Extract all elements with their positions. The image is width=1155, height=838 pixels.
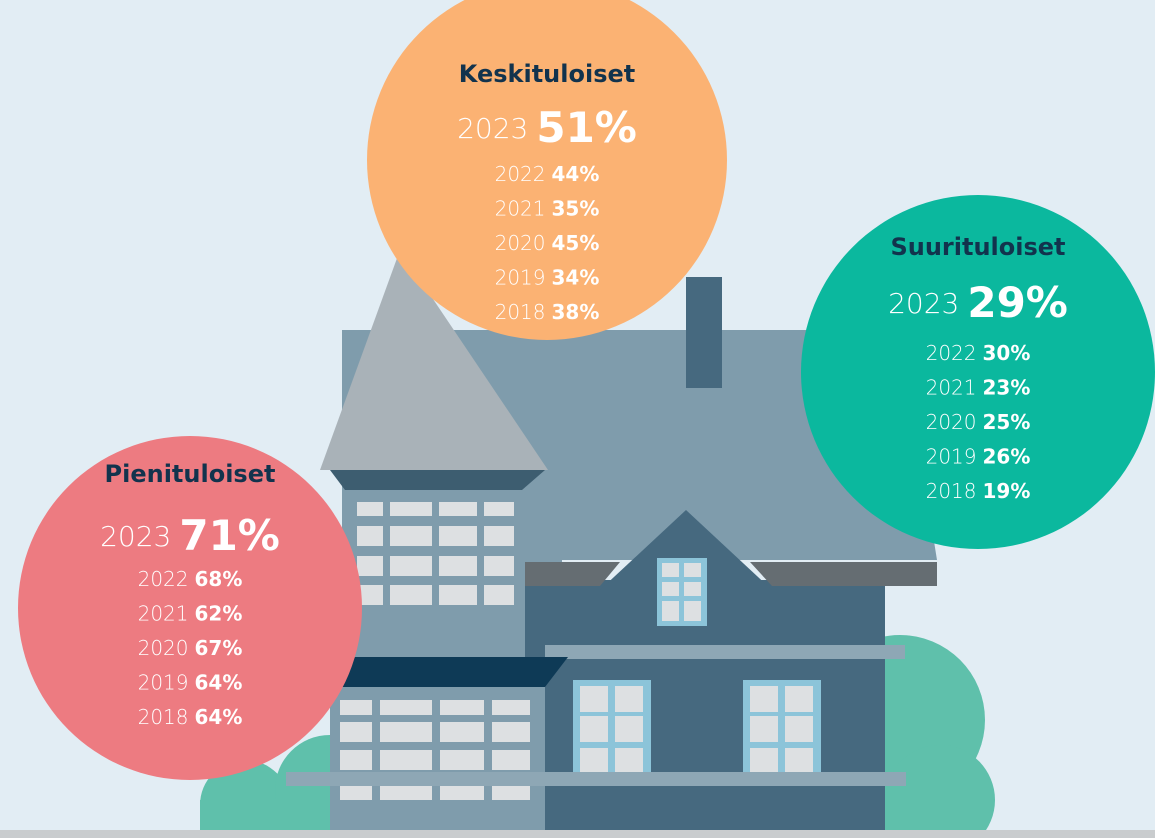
year-row: 2019 34% [495,265,600,289]
percentage: 38% [552,300,600,324]
percentage: 51% [536,103,637,152]
group-circle [18,436,362,780]
current-year-row: 2023 71% [100,511,280,560]
year: 2022 [495,162,546,186]
group-title: Keskituloiset [459,60,635,88]
year-row: 2019 64% [138,670,243,694]
percentage: 34% [552,265,600,289]
percentage: 44% [552,162,600,186]
percentage: 25% [983,410,1031,434]
year: 2022 [926,341,977,365]
year: 2021 [495,196,546,220]
year: 2021 [926,375,977,399]
year: 2020 [138,636,189,660]
percentage: 45% [552,231,600,255]
year: 2023 [100,520,171,553]
percentage: 64% [195,705,243,729]
year: 2019 [138,670,189,694]
year-row: 2020 45% [495,231,600,255]
year-row: 2018 38% [495,300,600,324]
percentage: 19% [983,479,1031,503]
year-row: 2020 67% [138,636,243,660]
group-circle [801,195,1155,549]
year-row: 2022 44% [495,162,600,186]
percentage: 29% [967,278,1068,327]
year-row: 2021 23% [926,375,1031,399]
year: 2023 [888,287,959,320]
year: 2021 [138,601,189,625]
year: 2018 [138,705,189,729]
current-year-row: 2023 51% [457,103,637,152]
percentage: 64% [195,670,243,694]
percentage: 30% [983,341,1031,365]
group-circle [367,0,727,340]
year: 2019 [926,444,977,468]
year: 2018 [926,479,977,503]
percentage: 23% [983,375,1031,399]
year: 2020 [926,410,977,434]
year-row: 2020 25% [926,410,1031,434]
year: 2023 [457,112,528,145]
year: 2022 [138,567,189,591]
year-row: 2018 19% [926,479,1031,503]
bottom-border [0,830,1155,838]
current-year-row: 2023 29% [888,278,1068,327]
percentage: 67% [195,636,243,660]
year: 2019 [495,265,546,289]
group-title: Pienituloiset [105,460,276,488]
year-row: 2019 26% [926,444,1031,468]
year-row: 2022 68% [138,567,243,591]
year-row: 2021 35% [495,196,600,220]
group-title: Suurituloiset [890,233,1065,261]
year: 2018 [495,300,546,324]
percentage: 26% [983,444,1031,468]
percentage: 68% [195,567,243,591]
year: 2020 [495,231,546,255]
year-row: 2021 62% [138,601,243,625]
year-row: 2022 30% [926,341,1031,365]
year-row: 2018 64% [138,705,243,729]
percentage: 35% [552,196,600,220]
percentage: 71% [179,511,280,560]
percentage: 62% [195,601,243,625]
